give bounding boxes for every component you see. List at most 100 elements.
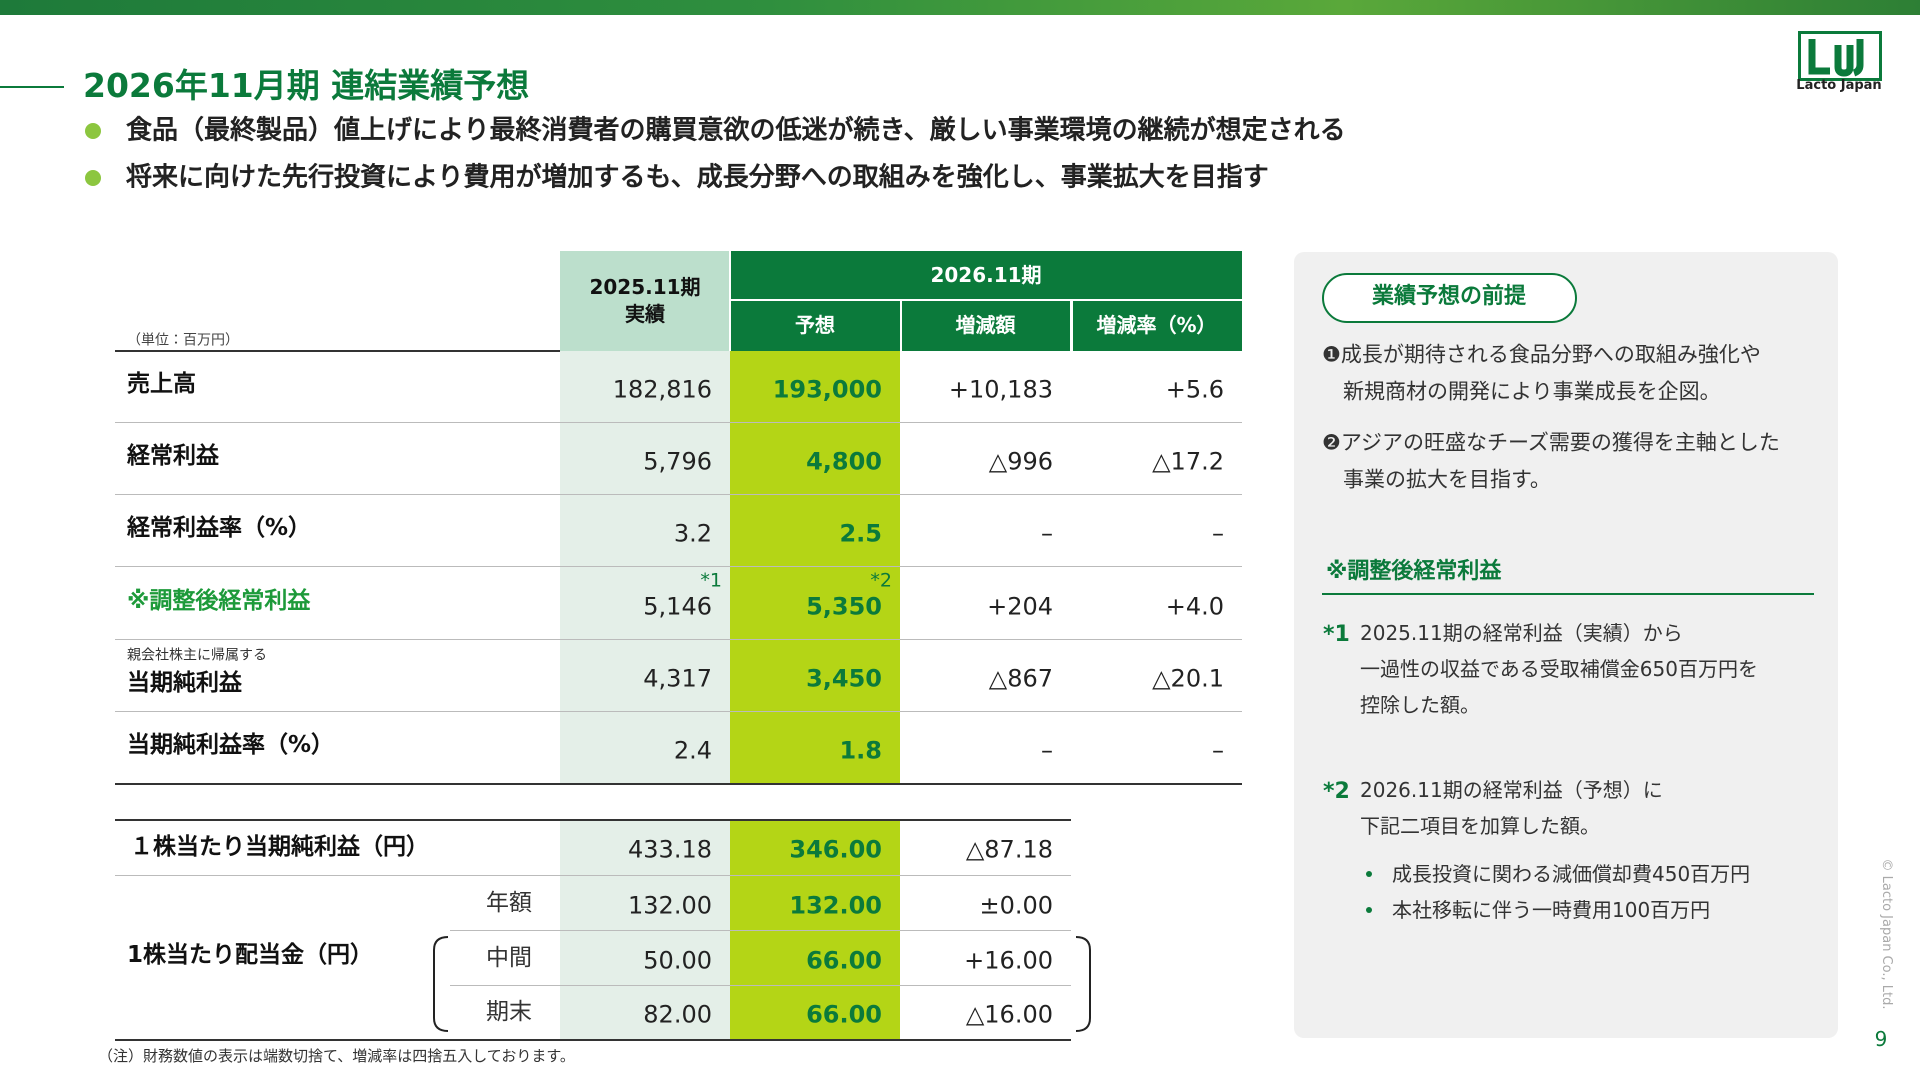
forecast-value: 346.00: [789, 835, 882, 864]
note-bullet-text: 成長投資に関わる減価償却費450百万円: [1392, 862, 1751, 886]
premise-text: 事業の拡大を目指す。: [1343, 467, 1551, 492]
bullet-text: 将来に向けた先行投資により費用が増加するも、成長分野への取組みを強化し、事業拡大…: [126, 162, 1269, 193]
sub-header-text: 増減率（%）: [1096, 313, 1217, 337]
value: 50.00: [643, 946, 712, 975]
value: –: [1041, 736, 1053, 765]
prev-header-text: 実績: [625, 302, 665, 326]
value: △17.2: [1152, 447, 1224, 476]
sub-header: [1071, 300, 1242, 351]
premise-text: ❷アジアの旺盛なチーズ需要の獲得を主軸とした: [1322, 430, 1780, 455]
row-label: １株当たり当期純利益（円）: [130, 834, 429, 861]
header-divider: [1071, 300, 1073, 351]
value: 3.2: [673, 519, 712, 548]
period-header: [730, 251, 1242, 300]
value: –: [1041, 519, 1053, 548]
note-text: 2025.11期の経常利益（実績）から: [1360, 621, 1683, 645]
row-rule: [115, 566, 1242, 568]
row-label: 売上高: [127, 371, 196, 398]
sub-header: [900, 300, 1070, 351]
value: △867: [988, 664, 1053, 693]
dividend-sub-label: 中間: [486, 944, 532, 971]
row-label: 経常利益: [127, 443, 219, 470]
value: △20.1: [1152, 664, 1224, 693]
title-rule: [0, 86, 64, 88]
bullet-dot: [85, 170, 101, 186]
row-rule: [450, 930, 1071, 931]
note-text: 一過性の収益である受取補償金650百万円を: [1360, 657, 1758, 681]
note-bullet-dot: [1366, 871, 1372, 877]
row-rule: [115, 710, 1242, 712]
period-header-text: 2026.11期: [930, 263, 1042, 287]
note-bullet-text: 本社移転に伴う一時費用100百万円: [1392, 898, 1711, 922]
value: +5.6: [1165, 375, 1224, 404]
logo-text: Lacto Japan: [1796, 78, 1882, 94]
value: △996: [988, 447, 1053, 476]
footnote: （注）財務数値の表示は端数切捨て、増減率は四捨五入しております。: [98, 1047, 575, 1065]
value: +10,183: [948, 375, 1053, 404]
forecast-value: 2.5: [839, 519, 882, 548]
slide-title: 2026年11月期 連結業績予想: [83, 66, 530, 106]
forecast-value: 1.8: [839, 736, 882, 765]
value: 5,146: [643, 592, 712, 621]
forecast-column: [730, 351, 900, 784]
side-panel-bg: [1294, 252, 1838, 1038]
value: ±0.00: [979, 891, 1053, 920]
sub-header-text: 増減額: [955, 313, 1016, 337]
value: 4,317: [643, 664, 712, 693]
value: +4.0: [1165, 592, 1224, 621]
row-prefix: 親会社株主に帰属する: [127, 647, 267, 664]
dividend-sub-label: 期末: [486, 999, 532, 1026]
row-rule: [115, 422, 1242, 423]
unit-label: （単位：百万円）: [127, 332, 239, 349]
note-text: 控除した額。: [1360, 693, 1480, 717]
row-label: 経常利益率（%）: [127, 515, 312, 542]
forecast-value: 5,350: [806, 592, 882, 621]
forecast-value: 4,800: [806, 447, 882, 476]
value: △87.18: [965, 835, 1053, 864]
value: –: [1212, 736, 1224, 765]
bullet-text: 食品（最終製品）値上げにより最終消費者の購買意欲の低迷が続き、厳しい事業環境の継…: [126, 115, 1346, 146]
value: 82.00: [643, 1000, 712, 1029]
sub-header-text: 予想: [795, 313, 835, 337]
row-label: 当期純利益率（%）: [127, 732, 335, 759]
value: –: [1212, 519, 1224, 548]
forecast-value: 66.00: [806, 1000, 882, 1029]
row-rule: [115, 875, 1071, 876]
table-rule: [115, 1039, 1071, 1041]
row-rule: [115, 783, 1242, 785]
row-label: 1株当たり配当金（円）: [127, 942, 374, 969]
value: △16.00: [965, 1000, 1053, 1029]
prev-header-text: 2025.11期: [589, 275, 701, 299]
top-band: [0, 0, 1920, 15]
premise-text: 新規商材の開発により事業成長を企図。: [1343, 379, 1721, 404]
header-divider: [900, 300, 902, 351]
prev-header: [560, 251, 730, 351]
note-mark: *1: [700, 569, 722, 592]
note-bullet-dot: [1366, 907, 1372, 913]
dividend-sub-label: 年額: [486, 889, 532, 916]
row-label: 当期純利益: [127, 670, 242, 696]
table-rule: [115, 350, 560, 352]
pill-text: 業績予想の前提: [1371, 283, 1527, 309]
row-rule: [115, 638, 1242, 640]
row-label: ※調整後経常利益: [127, 587, 311, 614]
note-text: 2026.11期の経常利益（予想）に: [1360, 778, 1663, 802]
value: +204: [987, 592, 1053, 621]
value: +16.00: [964, 946, 1053, 975]
forecast-value: 132.00: [789, 891, 882, 920]
copyright: © Lacto Japan Co., Ltd.: [1878, 858, 1894, 1010]
sub-header: [730, 300, 900, 351]
note-mark: *2: [1323, 778, 1350, 804]
adjusted-heading: ※調整後経常利益: [1326, 558, 1502, 584]
forecast-value: 66.00: [806, 946, 882, 975]
forecast-value: 193,000: [772, 375, 882, 404]
table-rule: [115, 819, 1071, 821]
value: 433.18: [628, 835, 712, 864]
page-number: 9: [1874, 1027, 1888, 1051]
note-mark: *2: [870, 569, 892, 592]
value: 2.4: [673, 736, 712, 765]
header-divider: [730, 299, 1242, 301]
header-divider: [729, 251, 731, 351]
row-rule: [450, 985, 1071, 986]
